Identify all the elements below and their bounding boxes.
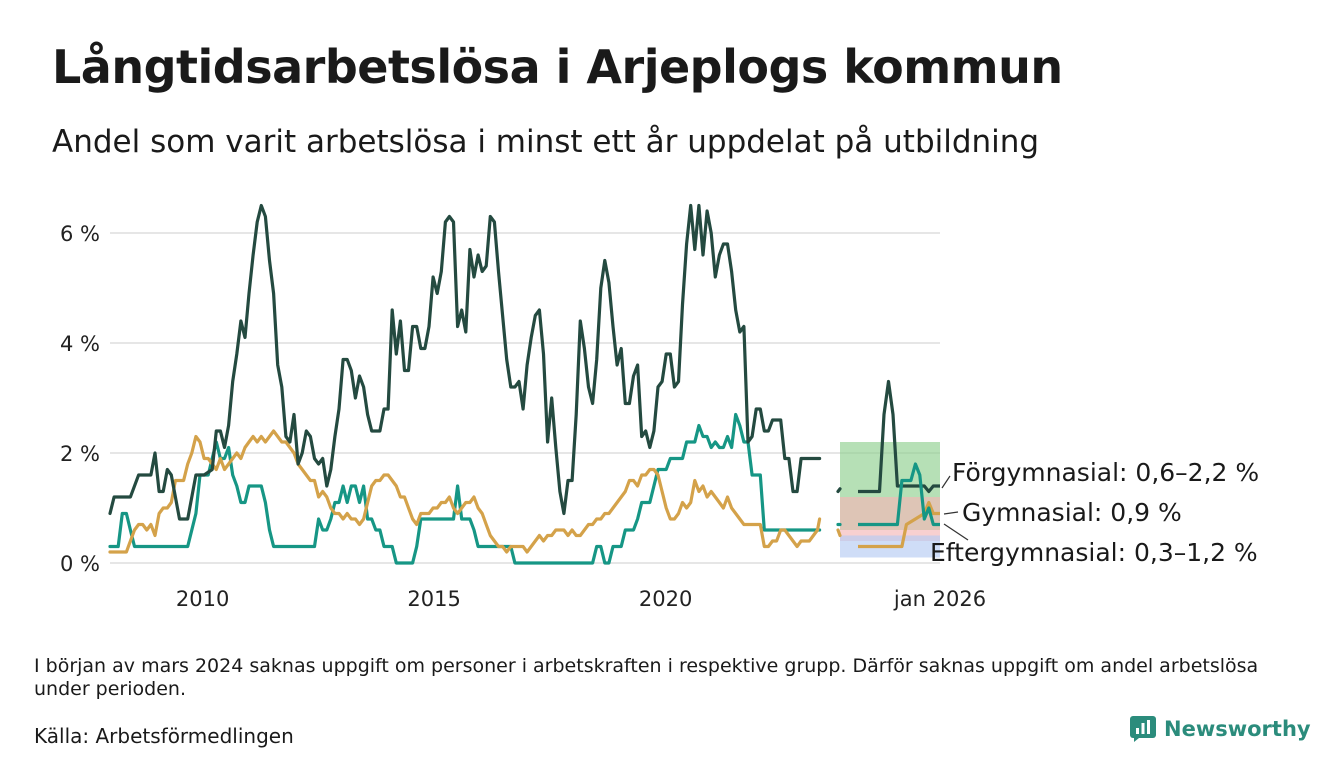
y-tick-label: 0 %: [60, 552, 100, 576]
recent-line-förgymnasial: [858, 379, 940, 494]
x-tick-label: 2010: [176, 587, 229, 611]
footnote: I början av mars 2024 saknas uppgift om …: [34, 655, 1259, 700]
recent-line-gymnasial: [858, 500, 940, 549]
series-label-gymnasial: Gymnasial: 0,9 %: [962, 498, 1182, 527]
series-line-gymnasial: [108, 429, 842, 554]
leader-line-förgymnasial: [941, 475, 951, 489]
series-line-förgymnasial: [108, 203, 842, 521]
leader-line-gymnasial: [943, 511, 959, 515]
chart-subtitle: Andel som varit arbetslösa i minst ett å…: [52, 124, 1040, 160]
y-tick-label: 2 %: [60, 442, 100, 466]
brand-name: Newsworthy: [1164, 717, 1311, 741]
newsworthy-logo[interactable]: Newsworthy: [1130, 716, 1311, 742]
recent-line-eftergymnasial: [858, 462, 940, 527]
leader-line-eftergymnasial: [943, 523, 969, 541]
chart-title: Långtidsarbetslösa i Arjeplogs kommun: [52, 40, 1063, 94]
axis-labels: 0 % 2 % 4 % 6 % 2010 2015 2020 jan 2026: [60, 222, 986, 611]
line-chart: Förgymnasial: 0,6–2,2 % Gymnasial: 0,9 % E…: [60, 203, 1259, 611]
series-line-eftergymnasial: [108, 412, 842, 565]
x-tick-label: 2020: [639, 587, 692, 611]
x-tick-label: 2015: [407, 587, 460, 611]
series-label-eftergymnasial: Eftergymnasial: 0,3–1,2 %: [930, 538, 1258, 567]
series-label-förgymnasial: Förgymnasial: 0,6–2,2 %: [952, 458, 1259, 487]
newsworthy-logo-icon: [1130, 716, 1156, 742]
x-tick-label: jan 2026: [893, 587, 986, 611]
series-labels: Förgymnasial: 0,6–2,2 % Gymnasial: 0,9 % E…: [930, 458, 1259, 567]
forecast-bands: [840, 442, 940, 558]
y-tick-label: 4 %: [60, 332, 100, 356]
source-credit: Källa: Arbetsförmedlingen: [34, 724, 294, 748]
y-tick-label: 6 %: [60, 222, 100, 246]
series-lines: [108, 203, 940, 565]
